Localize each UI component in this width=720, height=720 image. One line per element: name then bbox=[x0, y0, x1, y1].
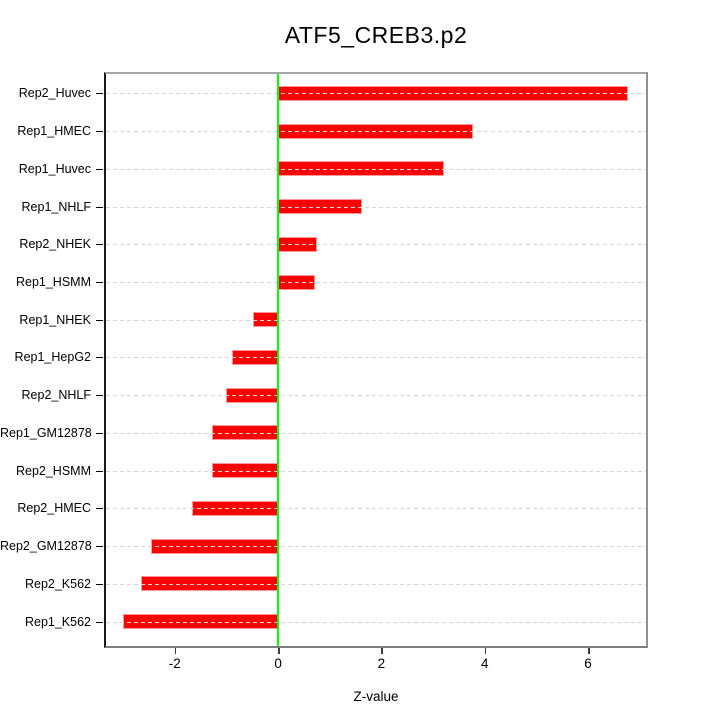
gridline bbox=[106, 508, 646, 510]
y-axis-tick bbox=[96, 621, 103, 623]
gridline bbox=[106, 282, 646, 283]
y-axis-label: Rep1_Huvec bbox=[18, 161, 91, 176]
y-axis-tick bbox=[96, 470, 103, 472]
gridline bbox=[106, 131, 646, 133]
chart-title: ATF5_CREB3.p2 bbox=[284, 22, 468, 48]
gridline bbox=[106, 357, 646, 359]
gridline bbox=[106, 546, 646, 548]
y-axis-tick bbox=[96, 395, 103, 397]
y-axis-label: Rep1_HepG2 bbox=[14, 350, 91, 365]
gridline bbox=[106, 244, 646, 246]
y-axis-label: Rep1_NHEK bbox=[19, 312, 91, 327]
gridline bbox=[106, 206, 646, 208]
x-axis-tick-label: 4 bbox=[480, 656, 489, 671]
x-axis-tick bbox=[588, 648, 590, 654]
y-axis-label: Rep2_K562 bbox=[24, 576, 91, 591]
x-axis-tick bbox=[381, 648, 383, 654]
gridline bbox=[106, 168, 646, 170]
y-axis-tick bbox=[96, 508, 103, 510]
y-axis-tick bbox=[96, 282, 103, 283]
zero-line bbox=[277, 74, 280, 646]
y-axis-label: Rep2_NHEK bbox=[19, 237, 91, 252]
gridline bbox=[106, 583, 646, 585]
y-axis-tick bbox=[96, 357, 103, 359]
y-axis-label: Rep1_GM12878 bbox=[0, 425, 92, 440]
y-axis-label: Rep2_NHLF bbox=[21, 388, 91, 403]
x-axis-tick bbox=[484, 648, 487, 654]
y-axis-tick bbox=[96, 432, 103, 434]
y-axis-tick bbox=[96, 244, 103, 246]
gridline bbox=[106, 621, 646, 623]
y-axis-tick bbox=[96, 319, 103, 321]
y-axis-label: Rep1_HMEC bbox=[17, 124, 91, 139]
x-axis-tick bbox=[278, 648, 280, 654]
x-axis-tick-label: -2 bbox=[168, 656, 181, 671]
gridline bbox=[106, 470, 646, 472]
gridline bbox=[106, 432, 646, 434]
y-axis-tick bbox=[96, 206, 103, 208]
gridline bbox=[106, 395, 646, 397]
x-axis-tick bbox=[174, 648, 177, 654]
y-axis-label: Rep1_NHLF bbox=[21, 199, 91, 214]
y-axis-label: Rep1_HSMM bbox=[15, 275, 91, 289]
x-axis-title: Z-value bbox=[353, 689, 399, 704]
y-axis-label: Rep2_HSMM bbox=[15, 463, 91, 478]
y-axis-tick bbox=[96, 583, 103, 585]
y-axis-tick bbox=[96, 546, 103, 548]
gridline bbox=[106, 93, 646, 95]
gridline bbox=[106, 319, 646, 321]
y-axis-tick bbox=[96, 168, 103, 170]
x-axis-tick-label: 6 bbox=[584, 656, 592, 671]
y-axis-label: Rep2_GM12878 bbox=[0, 539, 92, 554]
y-axis-label: Rep2_Huvec bbox=[18, 86, 91, 101]
y-axis-label: Rep1_K562 bbox=[24, 614, 91, 629]
y-axis-label: Rep2_HMEC bbox=[17, 501, 91, 516]
x-axis-tick-label: 2 bbox=[377, 656, 386, 671]
y-axis-tick bbox=[96, 131, 103, 133]
y-axis-tick bbox=[96, 93, 103, 95]
x-axis-tick-label: 0 bbox=[274, 656, 282, 671]
plot-area bbox=[104, 72, 648, 648]
